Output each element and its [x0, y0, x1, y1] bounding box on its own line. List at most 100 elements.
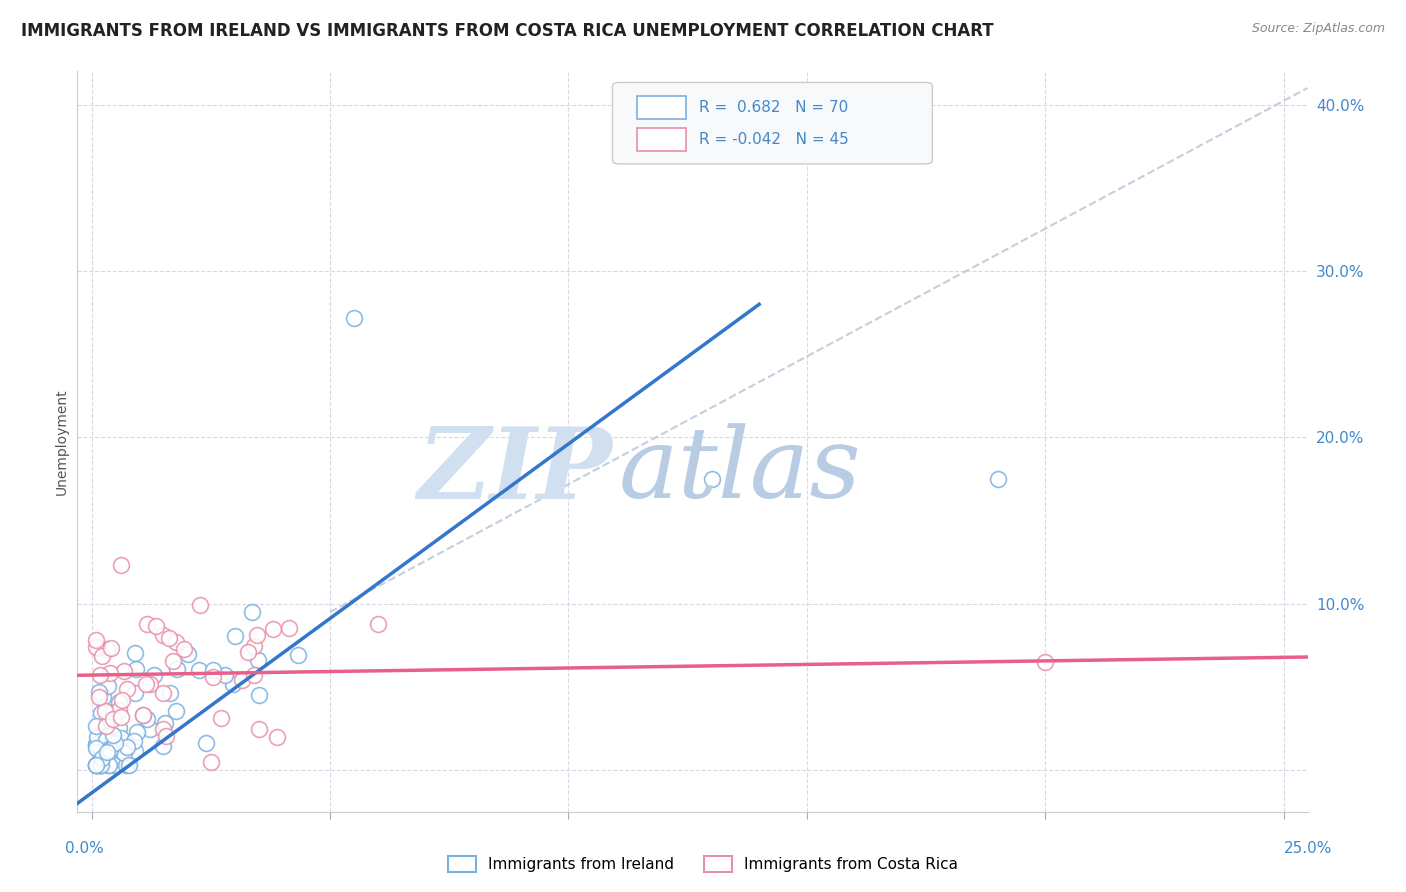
- Text: IMMIGRANTS FROM IRELAND VS IMMIGRANTS FROM COSTA RICA UNEMPLOYMENT CORRELATION C: IMMIGRANTS FROM IRELAND VS IMMIGRANTS FR…: [21, 22, 994, 40]
- Point: [91, 690, 114, 705]
- Point: [124, 734, 146, 748]
- Point: [124, 646, 146, 660]
- Point: [135, 616, 157, 631]
- Point: [90, 751, 112, 765]
- Point: [101, 728, 124, 742]
- Point: [243, 667, 266, 681]
- Point: [152, 723, 174, 737]
- Point: [165, 635, 187, 649]
- Point: [231, 673, 253, 687]
- Point: [97, 679, 120, 693]
- Point: [157, 631, 180, 645]
- Point: [246, 628, 269, 642]
- Text: R =  0.682   N = 70: R = 0.682 N = 70: [699, 100, 848, 115]
- Point: [91, 743, 114, 757]
- Point: [91, 750, 114, 764]
- Point: [97, 758, 120, 772]
- Point: [98, 665, 121, 680]
- Point: [152, 739, 174, 753]
- Point: [108, 703, 131, 717]
- Point: [110, 558, 132, 572]
- Text: ZIP: ZIP: [418, 423, 613, 519]
- Point: [90, 758, 112, 772]
- Point: [87, 641, 110, 656]
- Point: [110, 710, 132, 724]
- Point: [114, 665, 136, 679]
- Point: [108, 695, 131, 709]
- Point: [97, 758, 120, 772]
- Point: [266, 730, 288, 744]
- Point: [107, 721, 129, 735]
- Point: [278, 621, 301, 635]
- Point: [110, 731, 132, 745]
- Text: 0.0%: 0.0%: [65, 841, 104, 856]
- Point: [96, 641, 118, 656]
- Point: [94, 732, 117, 747]
- Point: [139, 722, 162, 736]
- Point: [987, 472, 1010, 486]
- Point: [115, 756, 138, 771]
- Point: [100, 640, 122, 655]
- Point: [367, 616, 389, 631]
- Point: [247, 653, 270, 667]
- Point: [86, 758, 108, 772]
- Point: [247, 722, 270, 736]
- Point: [145, 619, 167, 633]
- Point: [86, 632, 108, 647]
- Point: [236, 645, 259, 659]
- Point: [115, 740, 138, 755]
- Point: [132, 707, 155, 722]
- Point: [86, 737, 108, 751]
- Point: [700, 472, 723, 486]
- Point: [86, 730, 108, 744]
- Point: [125, 662, 148, 676]
- Point: [224, 629, 246, 643]
- Point: [96, 745, 118, 759]
- Text: Source: ZipAtlas.com: Source: ZipAtlas.com: [1251, 22, 1385, 36]
- Point: [98, 742, 121, 756]
- Point: [86, 758, 108, 772]
- Point: [200, 755, 222, 769]
- Point: [153, 716, 176, 731]
- Point: [89, 758, 111, 772]
- Point: [138, 677, 160, 691]
- Point: [101, 712, 124, 726]
- Bar: [637, 128, 686, 152]
- Point: [87, 758, 110, 772]
- Point: [124, 744, 146, 758]
- Text: 25.0%: 25.0%: [1284, 841, 1333, 856]
- Point: [118, 758, 141, 772]
- Point: [152, 686, 174, 700]
- Point: [195, 736, 218, 750]
- Point: [125, 724, 148, 739]
- Point: [87, 690, 110, 705]
- Point: [202, 670, 225, 684]
- Point: [115, 681, 138, 696]
- Point: [115, 758, 138, 772]
- Point: [165, 704, 187, 718]
- Point: [100, 743, 122, 757]
- Point: [262, 622, 284, 636]
- Point: [243, 640, 266, 654]
- Point: [90, 706, 112, 721]
- Point: [247, 688, 270, 702]
- Legend: Immigrants from Ireland, Immigrants from Costa Rica: Immigrants from Ireland, Immigrants from…: [440, 848, 966, 880]
- Point: [124, 686, 146, 700]
- Point: [214, 668, 236, 682]
- Point: [188, 599, 211, 613]
- Text: R = -0.042   N = 45: R = -0.042 N = 45: [699, 132, 848, 147]
- Point: [103, 706, 125, 720]
- Point: [188, 663, 211, 677]
- Point: [89, 758, 111, 772]
- Point: [152, 628, 174, 642]
- Point: [96, 718, 118, 732]
- Point: [112, 746, 135, 760]
- Point: [90, 758, 112, 772]
- Point: [94, 704, 117, 718]
- Point: [166, 662, 188, 676]
- Point: [91, 649, 114, 664]
- Point: [240, 605, 263, 619]
- Point: [86, 640, 108, 654]
- Point: [176, 648, 198, 662]
- Text: atlas: atlas: [619, 424, 862, 519]
